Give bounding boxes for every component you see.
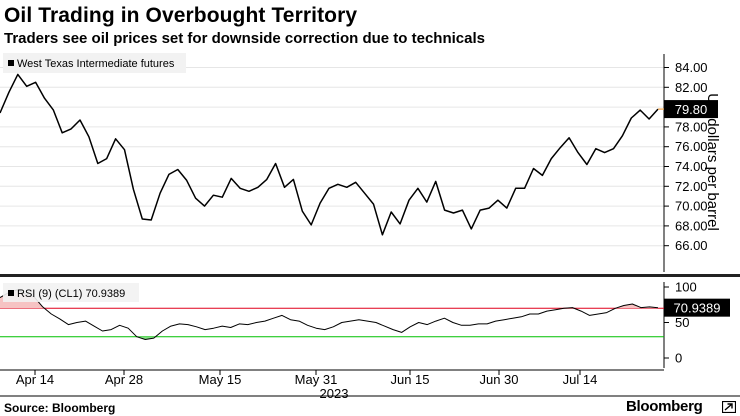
rsi-last-value-label: 70.9389 [674,301,721,316]
x-tick-label: May 31 [295,372,338,387]
price-legend-label: West Texas Intermediate futures [17,58,175,70]
price-series-line [0,73,659,236]
price-last-value-tag [664,100,718,119]
price-tick-label: 70.00 [675,199,708,214]
price-tick-label: 66.00 [675,238,708,253]
rsi-legend-box [3,283,139,302]
x-tick-label: Jun 30 [479,372,518,387]
x-tick-label: Apr 28 [105,372,143,387]
rsi-tick-label: 50 [675,315,689,330]
price-tick-label: 68.00 [675,218,708,233]
rsi-series-line [0,289,659,340]
rsi-oversold-area [136,336,156,340]
x-year-label: 2023 [320,386,349,401]
price-tick-label: 74.00 [675,159,708,174]
x-axis: Apr 14 Apr 28 May 15 May 31 Jun 15 Jun 30 Jul … [0,369,664,401]
x-tick-label: May 15 [199,372,242,387]
price-panel: 84.0082.0080.0078.0076.0074.0072.0070.00… [0,53,721,272]
price-legend-box [3,53,186,73]
rsi-last-value-tag [664,298,730,317]
price-tick-label: 78.00 [675,119,708,134]
price-tick-label: 72.00 [675,179,708,194]
rsi-legend-swatch [8,290,14,296]
source-note: Source: Bloomberg [4,401,116,415]
price-y-axis-label: US dollars per barrel [704,93,721,231]
chart-title: Oil Trading in Overbought Territory [4,4,358,27]
arrow-box-icon [722,401,736,413]
rsi-panel: 100 50 0 RSI (9) (CL1) 70.9389 70.9389 [0,280,730,368]
x-tick-label: Apr 14 [16,372,54,387]
panel-divider [0,274,740,277]
price-tick-label: 76.00 [675,139,708,154]
price-tick-label: 84.00 [675,60,708,75]
bloomberg-logo: Bloomberg [626,398,703,415]
price-tick-label: 82.00 [675,80,708,95]
rsi-legend-label: RSI (9) (CL1) 70.9389 [17,288,125,300]
rsi-tick-label: 0 [675,351,682,366]
x-tick-label: Jul 14 [563,372,598,387]
price-last-value-label: 79.80 [675,102,708,117]
x-tick-label: Jun 15 [390,372,429,387]
rsi-tick-label: 100 [675,280,697,295]
price-legend-swatch [8,60,14,66]
chart-subtitle: Traders see oil prices set for downside … [4,30,485,47]
